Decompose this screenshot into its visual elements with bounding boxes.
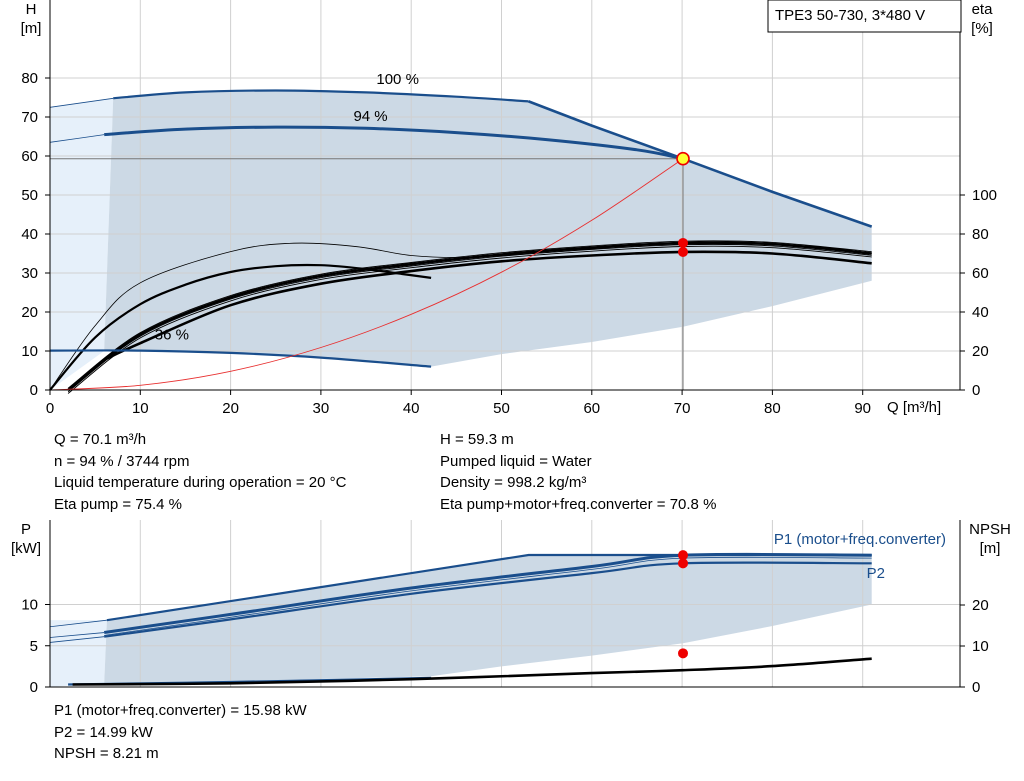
y-tick-label: 40 [21,226,38,243]
info-top-right: H = 59.3 m Pumped liquid = Water Density… [440,429,716,515]
info-flow: Q = 70.1 m³/h [54,431,147,448]
head-curve-94-extension [49,134,105,143]
head-curve-100-extension [49,97,114,108]
p1-curve [103,552,872,634]
npsh-axis-label-line1: NPSH [969,521,1011,538]
power-envelope [104,555,872,683]
y-tick-label: 0 [30,382,38,399]
y-axis-label-line2: [m] [21,20,42,37]
power-axis-label-line1: P [21,521,31,538]
x-tick-label: 20 [222,400,239,417]
head-curve-100 [113,89,529,103]
x-tick-label: 0 [46,400,54,417]
info-head: H = 59.3 m [440,431,514,448]
info-npsh: NPSH = 8.21 m [54,745,159,762]
power-y-tick-label: 5 [30,638,38,655]
title-box: TPE3 50-730, 3*480 V [767,0,962,33]
system-curve [49,158,684,391]
speed-label: 36 % [155,326,189,343]
y2-tick-label: 40 [972,304,989,321]
y-tick-label: 50 [21,187,38,204]
speed-label: 100 % [376,71,419,88]
eta-pump-curve [67,240,872,389]
p1-extension [49,632,105,638]
info-speed: n = 94 % / 3744 rpm [54,452,190,470]
npsh-duty-marker [678,648,689,659]
x-tick-label: 50 [493,400,510,417]
head-curve-36 [49,349,432,368]
info-bottom: P1 (motor+freq.converter) = 15.98 kW P2 … [54,700,307,765]
y-tick-label: 60 [21,148,38,165]
npsh-y-tick-label: 10 [972,638,989,655]
x-tick-label: 10 [132,400,149,417]
info-top-left: Q = 70.1 m³/h n = 94 % / 3744 rpm Liquid… [54,429,346,515]
eta-pump-curve [67,245,872,394]
power-axes: 0 5 10 0 10 20 P [kW] NPSH [m] [11,520,1011,696]
info-density: Density = 998.2 kg/m³ [440,474,587,491]
p2-curve-label: P2 [867,565,885,582]
y2-tick-label: 60 [972,265,989,282]
speed-label: 94 % [353,108,387,125]
y-tick-label: 80 [21,70,38,87]
p2-curve [104,561,872,638]
power-y-tick-label: 10 [21,597,38,614]
y-tick-label: 70 [21,109,38,126]
head-curve-94 [104,125,684,161]
npsh-axis-label-line2: [m] [980,540,1001,557]
y-tick-label: 20 [21,304,38,321]
power-axis-label-line2: [kW] [11,540,41,557]
power-light-region [50,620,107,687]
npsh-y-tick-label: 0 [972,679,980,696]
power-chart: P1 (motor+freq.converter) P2 0 5 10 0 10 20 P [k… [11,520,1011,696]
info-liquid-temperature: Liquid temperature during operation = 20… [54,474,347,491]
x-axis-label: Q [m³/h] [887,399,941,416]
head-grid [50,0,960,390]
p1-duty-marker [678,550,689,561]
info-eta-pump: Eta pump = 75.4 % [54,495,182,513]
x-tick-label: 80 [764,400,781,417]
info-p1: P1 (motor+freq.converter) = 15.98 kW [54,702,307,719]
npsh-curve [72,657,872,686]
head-light-region [50,98,114,390]
x-tick-label: 60 [583,400,600,417]
x-tick-label: 30 [313,400,330,417]
info-p2: P2 = 14.99 kW [54,723,153,741]
eta-total-curve [103,250,872,361]
info-pumped-liquid: Pumped liquid = Water [440,452,592,470]
chart-title: TPE3 50-730, 3*480 V [775,7,925,24]
y2-tick-label: 100 [972,187,997,204]
p2-extension [49,636,105,643]
npsh-y-tick-label: 20 [972,597,989,614]
x-tick-label: 40 [403,400,420,417]
y2-axis-label-line2: [%] [971,20,993,37]
p1-thin-curve [104,556,872,636]
eta-curve-low-speed [49,263,432,391]
y-tick-label: 30 [21,265,38,282]
y2-tick-label: 80 [972,226,989,243]
head-chart: 100 %94 %36 % 0 10 20 30 40 50 60 70 80 900102030… [21,0,997,687]
y-tick-label: 10 [21,343,38,360]
head-axes: 0 10 20 30 40 50 60 70 80 90 0 10 20 30 40 50 60 70 80 0 20 4… [21,0,997,417]
p1-curve-label: P1 (motor+freq.converter) [774,531,946,548]
y2-tick-label: 0 [972,382,980,399]
power-y-tick-label: 0 [30,679,38,696]
eta-pump-curve [67,243,872,393]
y2-axis-label-line1: eta [972,1,994,18]
x-tick-label: 70 [674,400,691,417]
y2-tick-label: 20 [972,343,989,360]
eta-total-marker [678,246,689,257]
info-eta-total: Eta pump+motor+freq.converter = 70.8 % [440,495,717,513]
duty-point-marker [676,151,690,166]
power-curves: P1 (motor+freq.converter) P2 [49,531,946,686]
x-tick-label: 90 [854,400,871,417]
eta-pump-curve [67,241,872,392]
head-curves: 100 % 94 % 36 % [49,71,873,687]
y-axis-label-line1: H [26,1,37,18]
p2-duty-marker [678,558,689,569]
eta-pump-marker [678,237,689,248]
p1-max-extension [49,619,107,628]
